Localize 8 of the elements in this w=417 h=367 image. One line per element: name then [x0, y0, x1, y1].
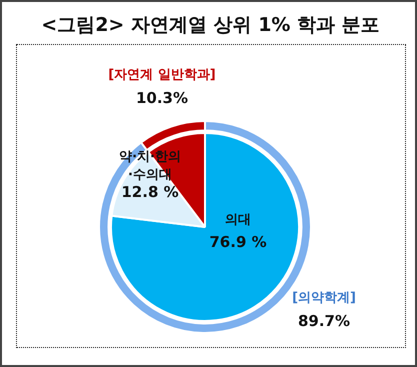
slice-label: 의대 — [225, 212, 251, 228]
data-label: 12.8 % — [121, 182, 179, 201]
slice-label: [의약학계] — [292, 290, 356, 306]
data-label: 76.9 % — [209, 232, 267, 251]
slice-label: [자연계 일반학과] — [108, 67, 216, 82]
data-label: 89.7% — [298, 312, 350, 330]
chart-title: <그림2> 자연계열 상위 1% 학과 분포 — [40, 13, 381, 38]
data-label: 10.3% — [136, 88, 188, 107]
